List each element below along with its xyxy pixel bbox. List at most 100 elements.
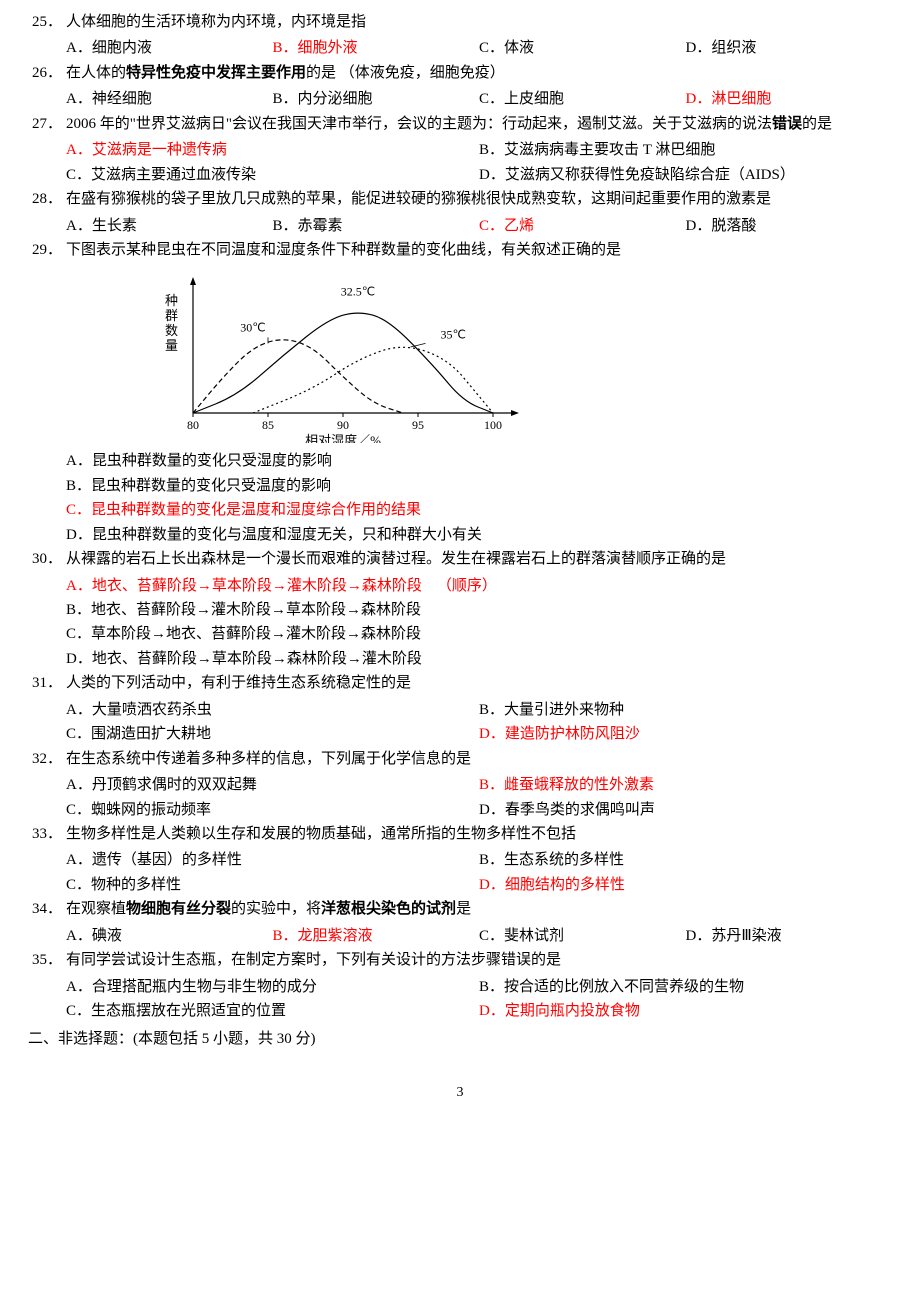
q27-num: 27． — [28, 112, 66, 136]
q27-opt-a[interactable]: A．艾滋病是一种遗传病 — [66, 138, 479, 162]
q26-text: 在人体的特异性免疫中发挥主要作用的是 （体液免疫，细胞免疫） — [66, 61, 892, 85]
q34-opt-b[interactable]: B．龙胆紫溶液 — [273, 924, 480, 948]
svg-text:量: 量 — [165, 338, 178, 353]
q33-opt-d[interactable]: D．细胞结构的多样性 — [479, 873, 892, 897]
svg-text:种: 种 — [165, 293, 178, 308]
q35-opt-d[interactable]: D．定期向瓶内投放食物 — [479, 999, 892, 1023]
q27-text-post: 的是 — [802, 116, 832, 132]
q33-text: 生物多样性是人类赖以生存和发展的物质基础，通常所指的生物多样性不包括 — [66, 822, 892, 846]
q32-opt-c[interactable]: C．蜘蛛网的振动频率 — [66, 798, 479, 822]
question-28: 28． 在盛有猕猴桃的袋子里放几只成熟的苹果，能促进较硬的猕猴桃很快成熟变软，这… — [28, 187, 892, 211]
svg-text:32.5℃: 32.5℃ — [341, 285, 375, 299]
q31-opt-c[interactable]: C．围湖造田扩大耕地 — [66, 722, 479, 746]
q26-opt-b[interactable]: B．内分泌细胞 — [273, 87, 480, 111]
q28-opt-c[interactable]: C．乙烯 — [479, 214, 686, 238]
q33-num: 33． — [28, 822, 66, 846]
svg-text:85: 85 — [262, 418, 274, 432]
question-35: 35． 有同学尝试设计生态瓶，在制定方案时，下列有关设计的方法步骤错误的是 — [28, 948, 892, 972]
q26-text-post: 的是 （体液免疫，细胞免疫） — [306, 65, 505, 81]
q29-opt-d[interactable]: D．昆虫种群数量的变化与温度和湿度无关，只和种群大小有关 — [66, 523, 892, 547]
q26-opt-d[interactable]: D．淋巴细胞 — [686, 87, 893, 111]
q34-opt-d[interactable]: D．苏丹Ⅲ染液 — [686, 924, 893, 948]
question-32: 32． 在生态系统中传递着多种多样的信息，下列属于化学信息的是 — [28, 747, 892, 771]
q29-opt-c[interactable]: C．昆虫种群数量的变化是温度和湿度综合作用的结果 — [66, 498, 892, 522]
svg-text:相对湿度／%: 相对湿度／% — [305, 433, 381, 443]
question-26: 26． 在人体的特异性免疫中发挥主要作用的是 （体液免疫，细胞免疫） — [28, 61, 892, 85]
q29-opt-b[interactable]: B．昆虫种群数量的变化只受温度的影响 — [66, 474, 892, 498]
q27-opt-c[interactable]: C．艾滋病主要通过血液传染 — [66, 163, 479, 187]
q30-opt-d[interactable]: D．地衣、苔藓阶段→草本阶段→森林阶段→灌木阶段 — [66, 647, 892, 671]
svg-text:90: 90 — [337, 418, 349, 432]
svg-text:30℃: 30℃ — [240, 321, 265, 335]
q35-opt-a[interactable]: A．合理搭配瓶内生物与非生物的成分 — [66, 975, 479, 999]
question-34: 34． 在观察植物细胞有丝分裂的实验中，将洋葱根尖染色的试剂是 — [28, 897, 892, 921]
q30-text: 从裸露的岩石上长出森林是一个漫长而艰难的演替过程。发生在裸露岩石上的群落演替顺序… — [66, 547, 892, 571]
q32-opt-b[interactable]: B．雌蚕蛾释放的性外激素 — [479, 773, 892, 797]
q33-opt-b[interactable]: B．生态系统的多样性 — [479, 848, 892, 872]
svg-text:数: 数 — [165, 323, 178, 338]
question-27: 27． 2006 年的"世界艾滋病日"会议在我国天津市举行，会议的主题为：行动起… — [28, 112, 892, 136]
q35-num: 35． — [28, 948, 66, 972]
q30-opt-b[interactable]: B．地衣、苔藓阶段→灌木阶段→草本阶段→森林阶段 — [66, 598, 892, 622]
q27-text-bold: 错误 — [772, 116, 802, 132]
q35-opt-b[interactable]: B．按合适的比例放入不同营养级的生物 — [479, 975, 892, 999]
question-33: 33． 生物多样性是人类赖以生存和发展的物质基础，通常所指的生物多样性不包括 — [28, 822, 892, 846]
q33-options: A．遗传（基因）的多样性 B．生态系统的多样性 C．物种的多样性 D．细胞结构的… — [28, 848, 892, 897]
q30-opt-a-note: （顺序） — [437, 578, 497, 594]
q31-text: 人类的下列活动中，有利于维持生态系统稳定性的是 — [66, 671, 892, 695]
q30-opt-a-text: A．地衣、苔藓阶段→草本阶段→灌木阶段→森林阶段 — [66, 578, 422, 594]
q26-options: A．神经细胞 B．内分泌细胞 C．上皮细胞 D．淋巴细胞 — [28, 87, 892, 111]
q33-opt-c[interactable]: C．物种的多样性 — [66, 873, 479, 897]
q34-num: 34． — [28, 897, 66, 921]
q34-opt-a[interactable]: A．碘液 — [66, 924, 273, 948]
page-number: 3 — [28, 1082, 892, 1105]
q28-opt-d[interactable]: D．脱落酸 — [686, 214, 893, 238]
svg-text:群: 群 — [165, 308, 178, 323]
q30-opt-c[interactable]: C．草本阶段→地衣、苔藓阶段→灌木阶段→森林阶段 — [66, 622, 892, 646]
q29-opt-a[interactable]: A．昆虫种群数量的变化只受湿度的影响 — [66, 449, 892, 473]
q27-text: 2006 年的"世界艾滋病日"会议在我国天津市举行，会议的主题为：行动起来，遏制… — [66, 112, 892, 136]
q31-num: 31． — [28, 671, 66, 695]
q34-text-post: 是 — [456, 901, 471, 917]
q25-text: 人体细胞的生活环境称为内环境，内环境是指 — [66, 10, 892, 34]
q25-opt-a[interactable]: A．细胞内液 — [66, 36, 273, 60]
q27-opt-d[interactable]: D．艾滋病又称获得性免疫缺陷综合症（AIDS） — [479, 163, 892, 187]
q32-opt-d[interactable]: D．春季鸟类的求偶鸣叫声 — [479, 798, 892, 822]
q31-opt-d[interactable]: D．建造防护林防风阻沙 — [479, 722, 892, 746]
q32-opt-a[interactable]: A．丹顶鹤求偶时的双双起舞 — [66, 773, 479, 797]
question-30: 30． 从裸露的岩石上长出森林是一个漫长而艰难的演替过程。发生在裸露岩石上的群落… — [28, 547, 892, 571]
q26-opt-c[interactable]: C．上皮细胞 — [479, 87, 686, 111]
q34-text-pre: 在观察植 — [66, 901, 126, 917]
svg-text:100: 100 — [484, 418, 502, 432]
q32-options: A．丹顶鹤求偶时的双双起舞 B．雌蚕蛾释放的性外激素 C．蜘蛛网的振动频率 D．… — [28, 773, 892, 822]
svg-text:35℃: 35℃ — [441, 328, 466, 342]
q28-opt-b[interactable]: B．赤霉素 — [273, 214, 480, 238]
q29-text: 下图表示某种昆虫在不同温度和湿度条件下种群数量的变化曲线，有关叙述正确的是 — [66, 238, 892, 262]
q27-options: A．艾滋病是一种遗传病 B．艾滋病病毒主要攻击 T 淋巴细胞 C．艾滋病主要通过… — [28, 138, 892, 187]
q25-opt-d[interactable]: D．组织液 — [686, 36, 893, 60]
q25-opt-b[interactable]: B．细胞外液 — [273, 36, 480, 60]
q26-num: 26． — [28, 61, 66, 85]
q35-opt-c[interactable]: C．生态瓶摆放在光照适宜的位置 — [66, 999, 479, 1023]
q26-text-pre: 在人体的 — [66, 65, 126, 81]
q34-text-bold2: 洋葱根尖染色的试剂 — [321, 901, 456, 917]
q29-num: 29． — [28, 238, 66, 262]
svg-text:80: 80 — [187, 418, 199, 432]
q33-opt-a[interactable]: A．遗传（基因）的多样性 — [66, 848, 479, 872]
question-31: 31． 人类的下列活动中，有利于维持生态系统稳定性的是 — [28, 671, 892, 695]
q28-opt-a[interactable]: A．生长素 — [66, 214, 273, 238]
svg-text:95: 95 — [412, 418, 424, 432]
q31-opt-b[interactable]: B．大量引进外来物种 — [479, 698, 892, 722]
q30-opt-a[interactable]: A．地衣、苔藓阶段→草本阶段→灌木阶段→森林阶段 （顺序） — [66, 574, 892, 598]
q32-text: 在生态系统中传递着多种多样的信息，下列属于化学信息的是 — [66, 747, 892, 771]
q31-opt-a[interactable]: A．大量喷洒农药杀虫 — [66, 698, 479, 722]
q28-num: 28． — [28, 187, 66, 211]
q25-num: 25． — [28, 10, 66, 34]
q25-opt-c[interactable]: C．体液 — [479, 36, 686, 60]
question-29: 29． 下图表示某种昆虫在不同温度和湿度条件下种群数量的变化曲线，有关叙述正确的… — [28, 238, 892, 262]
q34-text: 在观察植物细胞有丝分裂的实验中，将洋葱根尖染色的试剂是 — [66, 897, 892, 921]
q27-opt-b[interactable]: B．艾滋病病毒主要攻击 T 淋巴细胞 — [479, 138, 892, 162]
q25-options: A．细胞内液 B．细胞外液 C．体液 D．组织液 — [28, 36, 892, 60]
q26-opt-a[interactable]: A．神经细胞 — [66, 87, 273, 111]
q34-opt-c[interactable]: C．斐林试剂 — [479, 924, 686, 948]
